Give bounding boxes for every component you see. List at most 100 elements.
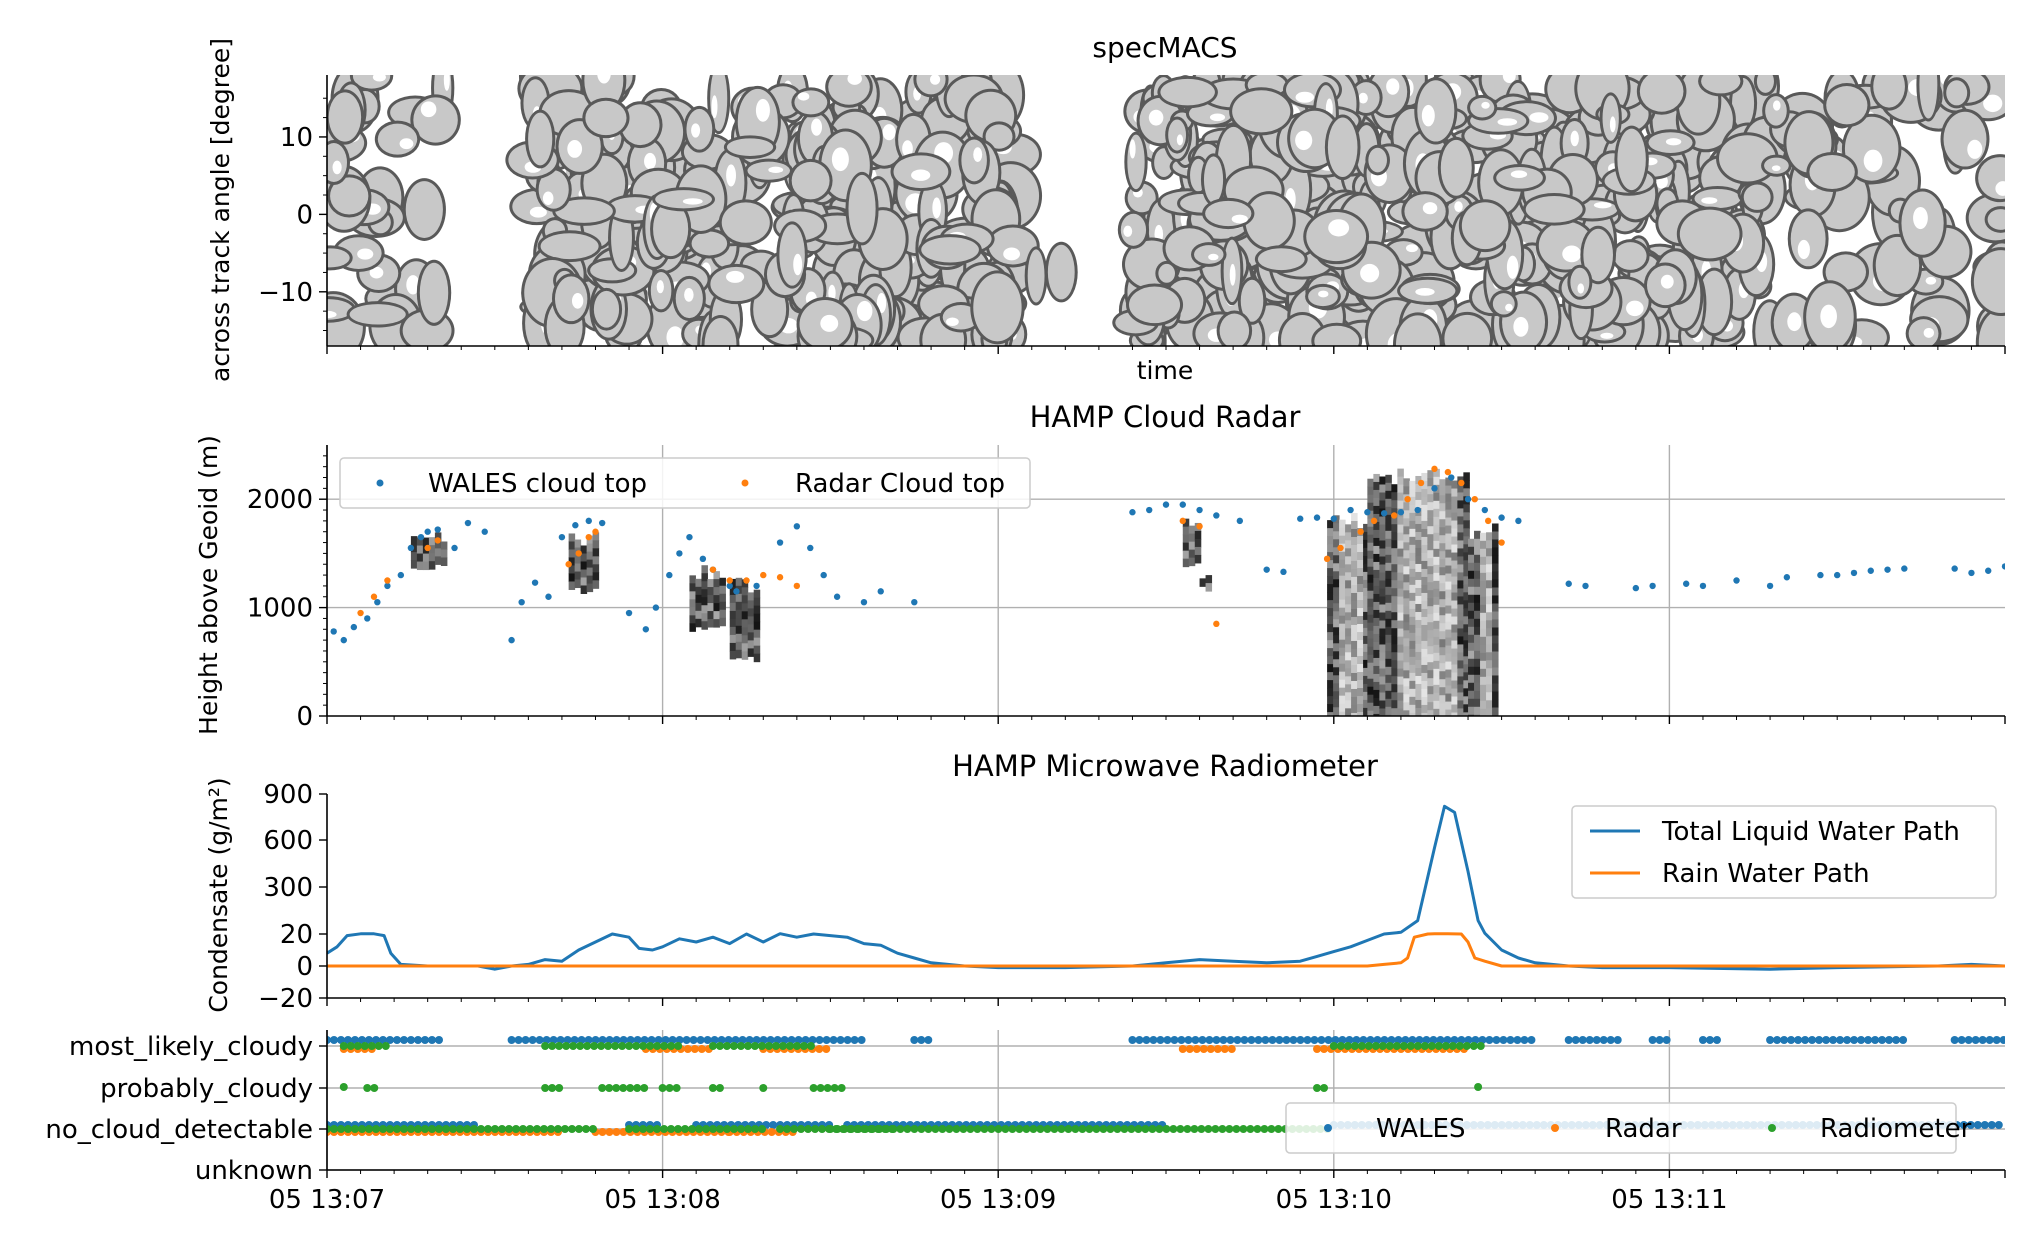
radar-reflectivity-cell (1486, 676, 1493, 685)
cloud-patch (726, 138, 774, 156)
radar-reflectivity-cell (1445, 533, 1452, 543)
cloud-patch (1919, 75, 1938, 119)
radar-reflectivity-cell (707, 603, 714, 612)
cloud-patch (721, 202, 770, 243)
radar-reflectivity-cell (1391, 516, 1398, 525)
flag-point-wales (1878, 1036, 1887, 1044)
radar-title: HAMP Cloud Radar (1030, 400, 1301, 434)
radar-ylabel: Height above Geoid (m) (194, 435, 223, 735)
cloud-patch (1158, 263, 1176, 283)
radar-reflectivity-cell (735, 601, 743, 611)
wales-cloud-top-point (374, 598, 381, 606)
radar-reflectivity-cell (1433, 524, 1440, 534)
radar-reflectivity-cell (1439, 567, 1446, 576)
flag-point-radiometer (987, 1125, 996, 1133)
radar-cloud-top-point (1391, 512, 1398, 519)
flag-point-wales (654, 1036, 663, 1044)
cloud-patch (1701, 75, 1741, 94)
flag-point-wales (521, 1036, 530, 1044)
cloud-gap (1701, 197, 1718, 204)
cloud-patch (621, 104, 660, 146)
radar-reflectivity-cell (1421, 512, 1428, 522)
radar-reflectivity-cell (1427, 638, 1434, 647)
flag-point-radiometer (1225, 1125, 1234, 1133)
flag-point-radiometer (484, 1125, 492, 1133)
radar-reflectivity-cell (1409, 584, 1416, 594)
radar-reflectivity-cell (1333, 667, 1340, 676)
flag-point-radiometer (723, 1125, 732, 1133)
cloud-gap (1609, 116, 1616, 133)
cloud-gap (973, 147, 983, 162)
radar-reflectivity-cell (1345, 620, 1352, 629)
radar-reflectivity-cell (1445, 629, 1452, 639)
radar-reflectivity-cell (1357, 672, 1364, 681)
radar-reflectivity-cell (1357, 568, 1364, 577)
radar-reflectivity-cell (1463, 616, 1470, 625)
radar-reflectivity-cell (1451, 624, 1458, 634)
flag-point-radar (1213, 1045, 1222, 1053)
radar-reflectivity-cell (1463, 568, 1470, 577)
radar-reflectivity-cell (701, 573, 708, 582)
flag-point-radiometer (811, 1125, 820, 1133)
radar-reflectivity-cell (1327, 568, 1334, 577)
radar-reflectivity-cell (1367, 486, 1374, 496)
flag-point-radiometer (994, 1125, 1003, 1133)
radar-reflectivity-cell (1367, 542, 1374, 552)
flag-point-radiometer (1462, 1042, 1471, 1050)
flag-point-wales (327, 1036, 331, 1044)
flag-point-wales (1303, 1036, 1312, 1044)
radar-reflectivity-cell (1492, 707, 1499, 716)
radar-reflectivity-cell (1403, 526, 1410, 535)
radar-reflectivity-cell (592, 548, 600, 557)
radar-reflectivity-cell (1427, 710, 1434, 716)
flag-point-radiometer (1078, 1125, 1087, 1133)
wales-cloud-top-point (364, 615, 371, 622)
wales-cloud-top-point (417, 533, 425, 541)
cloud-gap (1577, 283, 1585, 294)
radar-reflectivity-cell (1409, 528, 1416, 538)
radar-reflectivity-cell (1397, 580, 1404, 590)
flag-point-radiometer (674, 1125, 683, 1133)
radar-reflectivity-cell (1327, 600, 1334, 609)
cloud-gap (372, 75, 386, 82)
radar-reflectivity-cell (701, 581, 708, 590)
radar-cloud-top-point (1471, 496, 1478, 503)
radar-reflectivity-cell (1445, 493, 1452, 503)
radar-reflectivity-cell (1373, 481, 1380, 491)
radar-reflectivity-cell (1333, 619, 1340, 628)
radar-reflectivity-cell (1385, 562, 1392, 572)
flag-point-wales (1815, 1036, 1824, 1044)
y-tick-label: 300 (263, 873, 313, 903)
flag-point-radiometer (1127, 1125, 1136, 1133)
flag-point-radiometer (1183, 1125, 1192, 1133)
flag-point-radiometer (547, 1125, 555, 1133)
radar-reflectivity-cell (1480, 532, 1487, 542)
flag-point-radiometer (386, 1125, 394, 1133)
radar-reflectivity-cell (1333, 651, 1340, 660)
wales-cloud-top-point (1901, 565, 1908, 572)
cloud-patch (1444, 314, 1491, 346)
radar-reflectivity-cell (1457, 540, 1464, 549)
radar-reflectivity-cell (1427, 622, 1434, 631)
cloud-patch (1908, 319, 1939, 346)
radar-reflectivity-cell (1403, 478, 1410, 487)
radar-reflectivity-cell (1373, 577, 1380, 587)
radar-reflectivity-cell (1457, 700, 1464, 709)
radar-reflectivity-cell (741, 595, 749, 604)
flag-point-wales (1373, 1036, 1382, 1044)
wales-cloud-top-point (558, 533, 566, 541)
cloud-patch (585, 100, 627, 136)
cloud-gap (1983, 94, 2003, 113)
radar-reflectivity-cell (1379, 572, 1386, 581)
radar-reflectivity-cell (1345, 532, 1352, 541)
radar-reflectivity-cell (1451, 528, 1458, 538)
radar-reflectivity-cell (1409, 552, 1416, 562)
cloud-patch (1826, 86, 1868, 125)
radar-reflectivity-cell (735, 593, 743, 603)
radar-reflectivity-cell (1391, 620, 1398, 629)
radar-reflectivity-cell (1385, 618, 1392, 628)
flag-point-wales (591, 1036, 600, 1044)
radar-reflectivity-cell (1403, 582, 1410, 591)
radar-reflectivity-cell (1474, 578, 1481, 588)
flag-point-radiometer (771, 1042, 780, 1050)
